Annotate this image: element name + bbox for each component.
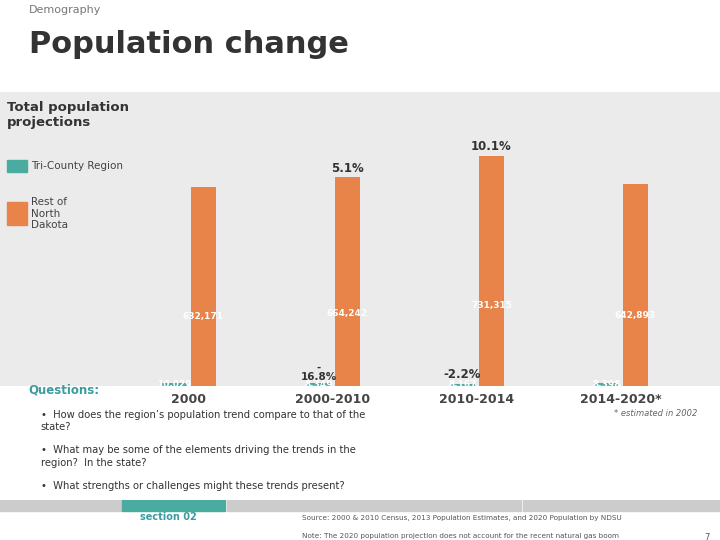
Bar xyxy=(335,177,360,386)
Bar xyxy=(7,160,27,172)
Text: Source: 2000 & 2010 Census, 2013 Population Estimates, and 2020 Population by ND: Source: 2000 & 2010 Census, 2013 Populat… xyxy=(302,515,622,521)
Text: •  What strengths or challenges might these trends present?: • What strengths or challenges might the… xyxy=(41,481,344,491)
Text: -2.2%: -2.2% xyxy=(444,368,482,381)
Text: Rest of
North
Dakota: Rest of North Dakota xyxy=(32,197,68,231)
Bar xyxy=(306,383,331,386)
Text: * estimated in 2002: * estimated in 2002 xyxy=(614,409,698,418)
Bar xyxy=(122,500,225,511)
Bar xyxy=(227,500,324,511)
Bar xyxy=(523,500,620,511)
Text: 731,315: 731,315 xyxy=(471,301,512,310)
Bar xyxy=(479,156,504,386)
Text: •  How does the region’s population trend compare to that of the
state?: • How does the region’s population trend… xyxy=(41,409,365,433)
Bar xyxy=(162,383,187,386)
Text: Note: The 2020 population projection does not account for the recent natural gas: Note: The 2020 population projection doe… xyxy=(302,532,619,539)
Text: 10.1%: 10.1% xyxy=(471,140,512,153)
Bar xyxy=(7,202,27,225)
Bar xyxy=(191,187,216,386)
Text: 8,398: 8,398 xyxy=(593,380,621,389)
Bar xyxy=(424,500,521,511)
Bar xyxy=(450,383,475,386)
Text: •  What may be some of the elements driving the trends in the
region?  In the st: • What may be some of the elements drivi… xyxy=(41,445,356,468)
Text: Demography: Demography xyxy=(29,5,102,16)
Text: 10,029: 10,029 xyxy=(158,380,192,389)
Bar xyxy=(594,383,619,386)
Bar xyxy=(325,500,423,511)
Text: Questions:: Questions: xyxy=(29,383,100,396)
Text: 664,242: 664,242 xyxy=(327,308,368,318)
Text: section 02: section 02 xyxy=(140,512,197,523)
Text: 5.1%: 5.1% xyxy=(331,161,364,174)
Bar xyxy=(621,500,719,511)
Text: 8,167: 8,167 xyxy=(449,381,477,389)
Bar xyxy=(0,500,121,511)
Text: Tri-County Region: Tri-County Region xyxy=(32,161,124,171)
Text: 8,349: 8,349 xyxy=(305,380,333,389)
Text: 632,171: 632,171 xyxy=(183,312,224,321)
Text: Total population
projections: Total population projections xyxy=(7,101,129,129)
Bar xyxy=(623,184,648,386)
Text: Population change: Population change xyxy=(29,30,348,59)
Text: -
16.8%: - 16.8% xyxy=(300,362,337,382)
Text: 642,893: 642,893 xyxy=(615,311,656,320)
Text: 7: 7 xyxy=(704,532,709,540)
